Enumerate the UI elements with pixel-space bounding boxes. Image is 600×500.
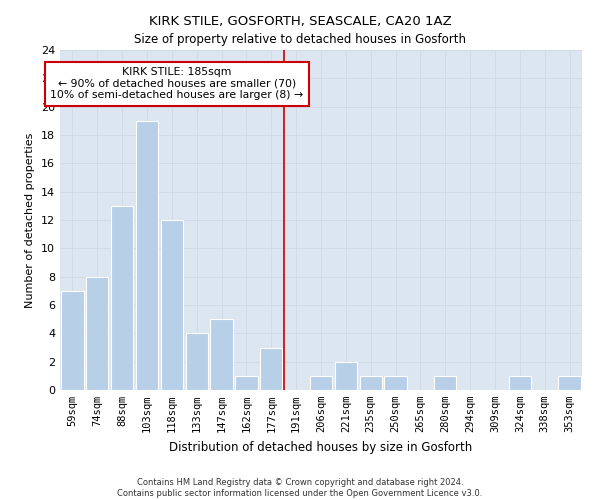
Text: KIRK STILE, GOSFORTH, SEASCALE, CA20 1AZ: KIRK STILE, GOSFORTH, SEASCALE, CA20 1AZ <box>149 15 451 28</box>
Bar <box>385 376 407 390</box>
Bar <box>235 376 257 390</box>
Text: Size of property relative to detached houses in Gosforth: Size of property relative to detached ho… <box>134 32 466 46</box>
Bar <box>559 376 581 390</box>
Bar <box>509 376 531 390</box>
Text: KIRK STILE: 185sqm
← 90% of detached houses are smaller (70)
10% of semi-detache: KIRK STILE: 185sqm ← 90% of detached hou… <box>50 67 304 100</box>
Bar <box>260 348 283 390</box>
Text: Contains HM Land Registry data © Crown copyright and database right 2024.
Contai: Contains HM Land Registry data © Crown c… <box>118 478 482 498</box>
Bar <box>310 376 332 390</box>
Bar <box>211 319 233 390</box>
Bar <box>161 220 183 390</box>
Bar <box>359 376 382 390</box>
Y-axis label: Number of detached properties: Number of detached properties <box>25 132 35 308</box>
Bar <box>434 376 457 390</box>
Bar <box>136 121 158 390</box>
Bar <box>86 276 109 390</box>
X-axis label: Distribution of detached houses by size in Gosforth: Distribution of detached houses by size … <box>169 440 473 454</box>
Bar <box>61 291 83 390</box>
Bar <box>185 334 208 390</box>
Bar <box>111 206 133 390</box>
Bar <box>335 362 357 390</box>
